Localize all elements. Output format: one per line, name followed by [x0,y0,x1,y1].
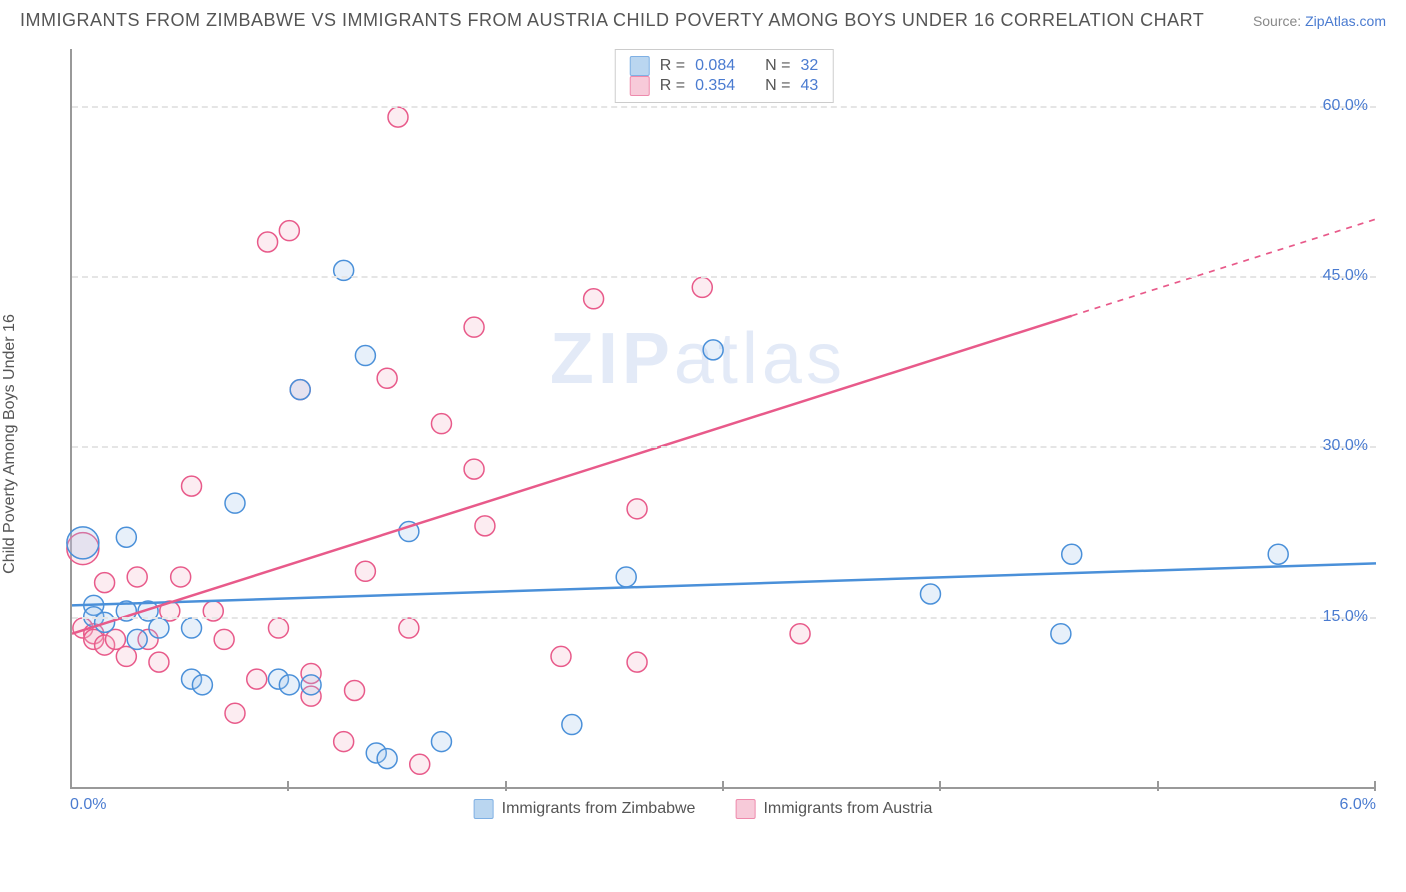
x-tick-mark [722,781,724,791]
legend-item: Immigrants from Austria [735,799,932,819]
r-value: 0.084 [695,57,735,75]
x-tick-mark [287,781,289,791]
data-point [616,567,636,587]
legend-label: Immigrants from Austria [763,800,932,818]
gridline-h [72,106,1376,108]
legend-swatch [474,799,494,819]
y-axis-label: Child Poverty Among Boys Under 16 [1,314,19,574]
data-point [703,340,723,360]
data-point [127,629,147,649]
data-point [171,567,191,587]
source-link[interactable]: ZipAtlas.com [1305,13,1386,29]
data-point [377,749,397,769]
data-point [182,476,202,496]
data-point [192,675,212,695]
data-point [334,732,354,752]
data-point [214,629,234,649]
x-tick-mark [505,781,507,791]
data-point [149,652,169,672]
data-point [149,618,169,638]
data-point [431,414,451,434]
gridline-h [72,276,1376,278]
x-tick-mark [1157,781,1159,791]
plot-svg [72,49,1376,787]
data-point [464,317,484,337]
data-point [225,493,245,513]
x-tick-mark [939,781,941,791]
source-label-wrap: Source: ZipAtlas.com [1253,13,1386,29]
n-label: N = [765,77,790,95]
chart-container: IMMIGRANTS FROM ZIMBABWE VS IMMIGRANTS F… [0,0,1406,892]
legend-swatch [630,76,650,96]
data-point [627,652,647,672]
data-point [431,732,451,752]
trend-line [72,563,1376,605]
gridline-h [72,446,1376,448]
data-point [627,499,647,519]
legend-swatch [630,56,650,76]
data-point [279,675,299,695]
y-tick-label: 30.0% [1323,437,1368,455]
data-point [67,527,99,559]
legend-item: Immigrants from Zimbabwe [474,799,696,819]
data-point [790,624,810,644]
y-tick-label: 45.0% [1323,267,1368,285]
chart-title: IMMIGRANTS FROM ZIMBABWE VS IMMIGRANTS F… [20,10,1204,31]
data-point [377,368,397,388]
data-point [95,573,115,593]
r-label: R = [660,77,685,95]
data-point [116,527,136,547]
x-tick-mark [1374,781,1376,791]
source-label: Source: [1253,13,1301,29]
legend-swatch [735,799,755,819]
n-label: N = [765,57,790,75]
data-point [399,618,419,638]
data-point [247,669,267,689]
data-point [182,618,202,638]
trend-line [72,316,1072,634]
correlation-legend: R = 0.084 N = 32 R = 0.354 N = 43 [615,49,834,103]
data-point [225,703,245,723]
data-point [355,346,375,366]
data-point [464,459,484,479]
plot-region: ZIPatlas R =0.084N =32R =0.354N =43 15.0… [70,49,1376,789]
data-point [1051,624,1071,644]
data-point [584,289,604,309]
n-value: 32 [800,57,818,75]
data-point [410,754,430,774]
data-point [920,584,940,604]
x-tick-min: 0.0% [70,796,106,814]
data-point [551,646,571,666]
data-point [388,107,408,127]
y-tick-label: 60.0% [1323,97,1368,115]
r-label: R = [660,57,685,75]
data-point [692,277,712,297]
legend-label: Immigrants from Zimbabwe [502,800,696,818]
data-point [475,516,495,536]
correlation-row: R = 0.354 N = 43 [630,76,819,96]
title-row: IMMIGRANTS FROM ZIMBABWE VS IMMIGRANTS F… [20,10,1386,39]
data-point [105,629,125,649]
data-point [127,567,147,587]
data-point [290,380,310,400]
correlation-row: R = 0.084 N = 32 [630,56,819,76]
series-legend: Immigrants from Zimbabwe Immigrants from … [474,799,933,819]
data-point [258,232,278,252]
data-point [1062,544,1082,564]
data-point [562,715,582,735]
data-point [355,561,375,581]
data-point [279,221,299,241]
data-point [345,680,365,700]
gridline-h [72,617,1376,619]
y-tick-label: 15.0% [1323,608,1368,626]
data-point [1268,544,1288,564]
data-point [301,675,321,695]
n-value: 43 [800,77,818,95]
data-point [116,646,136,666]
r-value: 0.354 [695,77,735,95]
data-point [268,618,288,638]
x-tick-max: 6.0% [1340,796,1376,814]
chart-area: Child Poverty Among Boys Under 16 ZIPatl… [20,39,1386,849]
